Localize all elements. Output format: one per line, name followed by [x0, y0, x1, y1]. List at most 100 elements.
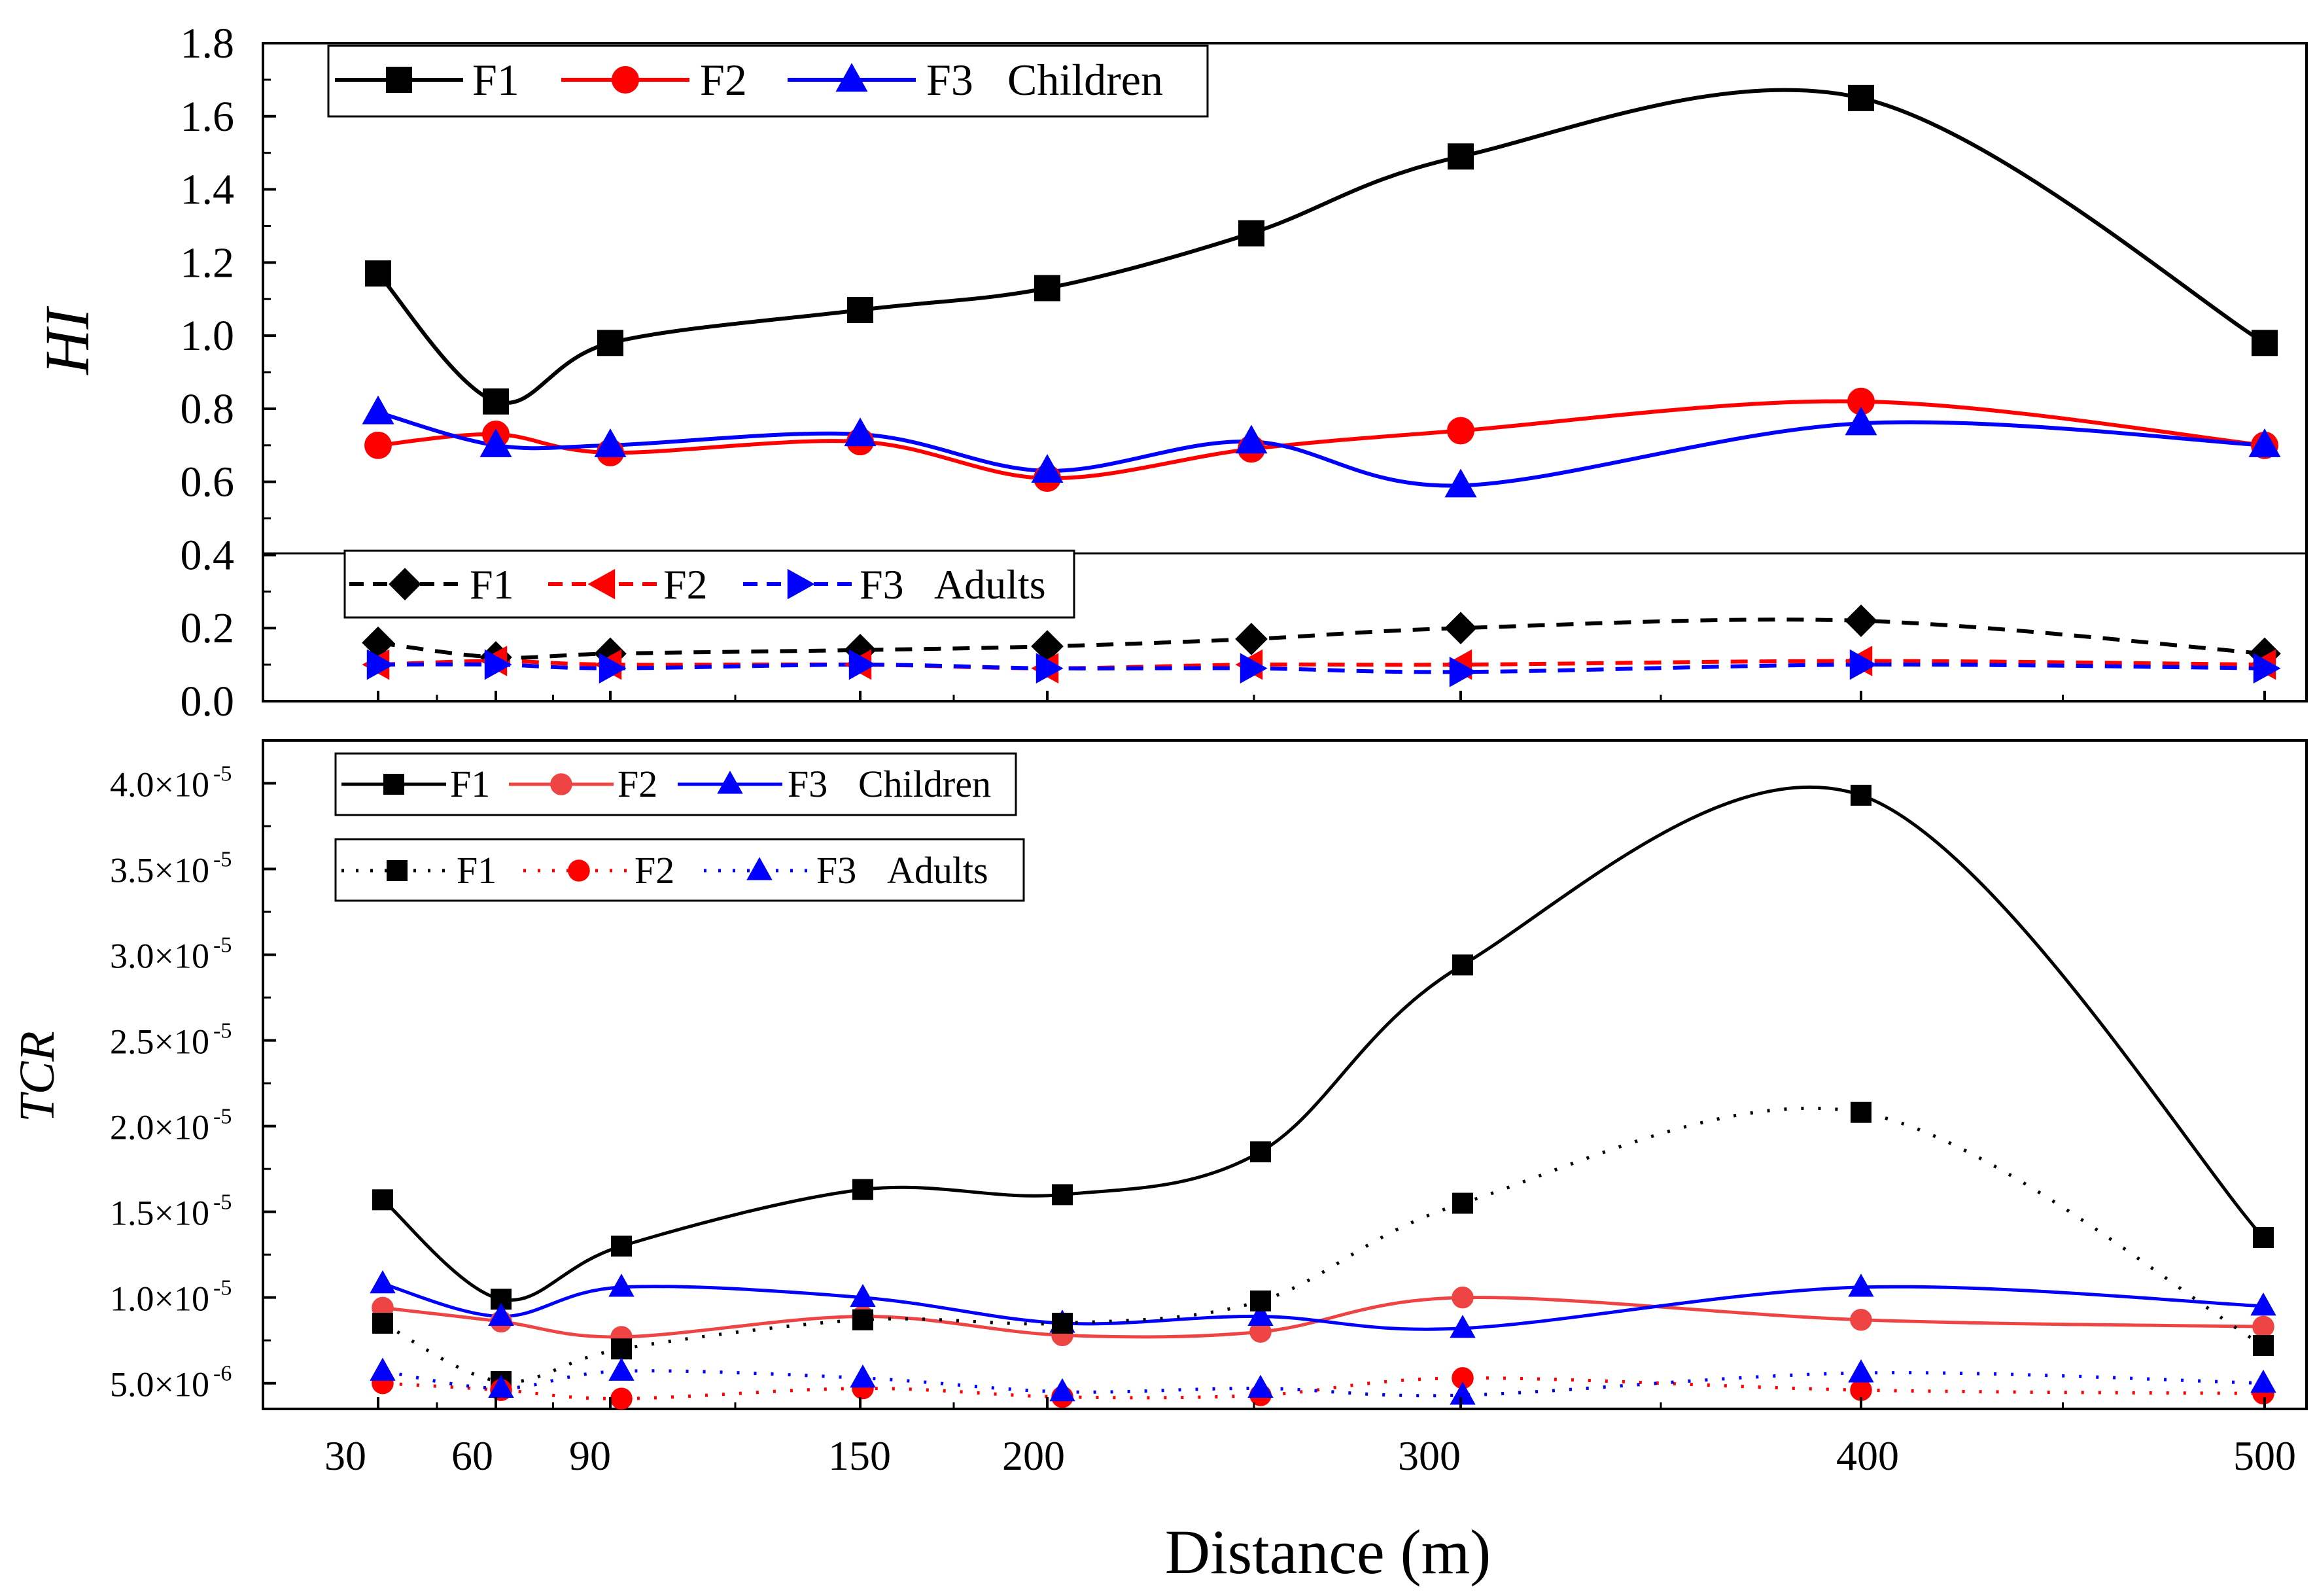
tcr-y-tick-label: 2.0×10: [110, 1108, 209, 1147]
tcr-point-f1-children-30: [372, 1189, 393, 1211]
tcr-point-f2-adults-90: [610, 1387, 633, 1410]
tcr-legend-adults-f2: F2: [635, 849, 674, 892]
tcr-y-ticks: 5.0×10 -61.0×10 -51.5×10 -52.0×10 -52.5×10 -5…: [110, 762, 276, 1404]
hi-legend-adults-f2: F2: [663, 561, 708, 608]
tcr-legend-children-box: [334, 752, 1017, 816]
tcr-point-f1-children-150: [852, 1179, 873, 1200]
hi-y-tick-label: 0.4: [181, 531, 235, 579]
hi-y-ticks: 0.0 0.2 0.4 0.6 0.8 1.0 1.2 1.4 1.6 1.8: [181, 20, 276, 725]
hi-point-f3-children-400: [1845, 406, 1877, 436]
tcr-point-f1-adults-400: [1851, 1102, 1871, 1123]
hi-legend-adults: F1 F2 F3 Adults: [343, 549, 1075, 619]
legend-marker-f2-children: [550, 773, 572, 795]
tcr-point-f1-adults-500: [2253, 1335, 2274, 1357]
x-axis-ticks: 30 60 90 150 200 300 400 500: [324, 691, 2296, 1479]
legend-marker-f3-adults: [746, 857, 773, 880]
hi-point-f3-children-30: [362, 395, 394, 425]
tcr-point-f3-children-90: [608, 1274, 635, 1297]
tcr-point-f3-adults-250: [1247, 1374, 1274, 1398]
tcr-point-f1-adults-30: [372, 1312, 393, 1334]
hi-point-f1-children-200: [1034, 275, 1060, 302]
hi-line-f1-adults: [377, 617, 2265, 660]
hi-y-tick-label: 1.8: [181, 20, 235, 67]
tcr-legend-children-f3: F3: [788, 763, 827, 805]
hi-y-tick-label: 1.0: [181, 312, 235, 360]
hi-point-f3-adults-150: [848, 649, 877, 680]
hi-line-f3-adults: [377, 662, 2265, 674]
tcr-point-f1-children-300: [1452, 954, 1473, 976]
hi-point-f3-children-500: [2248, 428, 2281, 457]
tcr-y-tick-label: 2.5×10: [110, 1022, 209, 1062]
hi-legend-adults-box: [343, 549, 1075, 619]
legend-marker-f2-adults: [587, 568, 616, 600]
hi-point-f3-children-60: [479, 428, 512, 457]
x-tick-label-60: 60: [451, 1432, 493, 1479]
tcr-y-tick-label: 3.5×10: [110, 851, 209, 890]
hi-point-f3-children-90: [594, 428, 627, 457]
hi-line-f2-adults: [377, 659, 2265, 670]
tcr-y-tick-label: 1.5×10: [110, 1194, 209, 1233]
hi-point-f1-adults-250: [1235, 623, 1268, 655]
tcr-line-f1-children: [381, 786, 2265, 1302]
tcr-point-f1-adults-250: [1250, 1290, 1271, 1311]
hi-legend-adults-f1: F1: [470, 561, 514, 608]
tcr-point-f1-adults-200: [1052, 1312, 1073, 1334]
tcr-y-tick-exponent: -5: [213, 933, 232, 958]
x-tick-label-30: 30: [324, 1432, 366, 1479]
hi-point-f3-adults-250: [1240, 653, 1268, 684]
tcr-point-f3-children-400: [1848, 1274, 1874, 1297]
tcr-y-tick-exponent: -5: [213, 1105, 232, 1129]
tcr-line-f2-adults: [382, 1376, 2264, 1400]
legend-marker-f3-children: [717, 771, 743, 794]
hi-point-f3-adults-30: [366, 649, 394, 680]
tcr-point-f3-children-300: [1450, 1315, 1476, 1338]
hi-point-f1-children-250: [1238, 220, 1264, 247]
tcr-y-tick-label: 1.0×10: [110, 1279, 209, 1319]
tcr-point-f3-adults-400: [1848, 1359, 1874, 1383]
hi-y-tick-label: 1.4: [181, 166, 235, 214]
tcr-point-f1-children-250: [1250, 1141, 1271, 1162]
hi-y-tick-label: 0.8: [181, 385, 235, 433]
hi-y-tick-label: 0.0: [181, 678, 235, 725]
hi-point-f1-adults-300: [1444, 612, 1477, 645]
x-tick-label-150: 150: [828, 1432, 891, 1479]
x-tick-label-500: 500: [2233, 1432, 2296, 1479]
hi-legend-adults-group: Adults: [934, 561, 1046, 608]
tcr-legend-children-f2: F2: [618, 763, 657, 805]
tcr-line-f2-children: [382, 1295, 2264, 1339]
tcr-point-f1-children-500: [2253, 1226, 2274, 1248]
tcr-y-tick-exponent: -5: [213, 1019, 232, 1043]
tcr-point-f1-children-90: [611, 1236, 632, 1257]
hi-point-f3-adults-500: [2253, 653, 2281, 684]
hi-point-f3-children-150: [844, 417, 877, 447]
tcr-y-tick-exponent: -6: [213, 1362, 232, 1386]
tcr-y-tick-label: 4.0×10: [110, 765, 209, 805]
hi-point-f3-children-300: [1444, 468, 1477, 498]
hi-point-f2-children-300: [1447, 417, 1474, 445]
hi-legend-children-f1: F1: [472, 55, 519, 105]
hi-y-tick-label: 0.2: [181, 604, 235, 652]
hi-point-f2-children-30: [364, 431, 392, 459]
tcr-point-f3-adults-60: [488, 1374, 514, 1398]
hi-legend-children-f2: F2: [700, 55, 747, 105]
hi-y-tick-label: 1.6: [181, 93, 235, 141]
hi-point-f3-adults-60: [484, 649, 512, 680]
hi-point-f3-adults-90: [599, 653, 627, 684]
tcr-point-f3-adults-300: [1450, 1381, 1476, 1405]
legend-marker-f2-children: [612, 66, 639, 94]
tcr-point-f1-adults-150: [852, 1309, 873, 1330]
tcr-y-tick-label: 3.0×10: [110, 937, 209, 976]
tcr-legend-adults-box: [334, 838, 1025, 902]
tcr-series-markers: [370, 784, 2276, 1410]
x-tick-label-90: 90: [569, 1432, 611, 1479]
tcr-point-f3-children-500: [2250, 1292, 2276, 1316]
hi-point-f1-children-30: [365, 260, 391, 287]
x-tick-label-400: 400: [1836, 1432, 1899, 1479]
hi-y-tick-label: 1.2: [181, 239, 235, 286]
tcr-point-f2-children-500: [2252, 1315, 2274, 1338]
hi-legend-children: F1 F2 F3 Children: [327, 44, 1209, 118]
hi-point-f3-adults-400: [1849, 649, 1877, 680]
tcr-point-f3-children-30: [370, 1270, 396, 1294]
hi-legend-children-box: [327, 44, 1209, 118]
